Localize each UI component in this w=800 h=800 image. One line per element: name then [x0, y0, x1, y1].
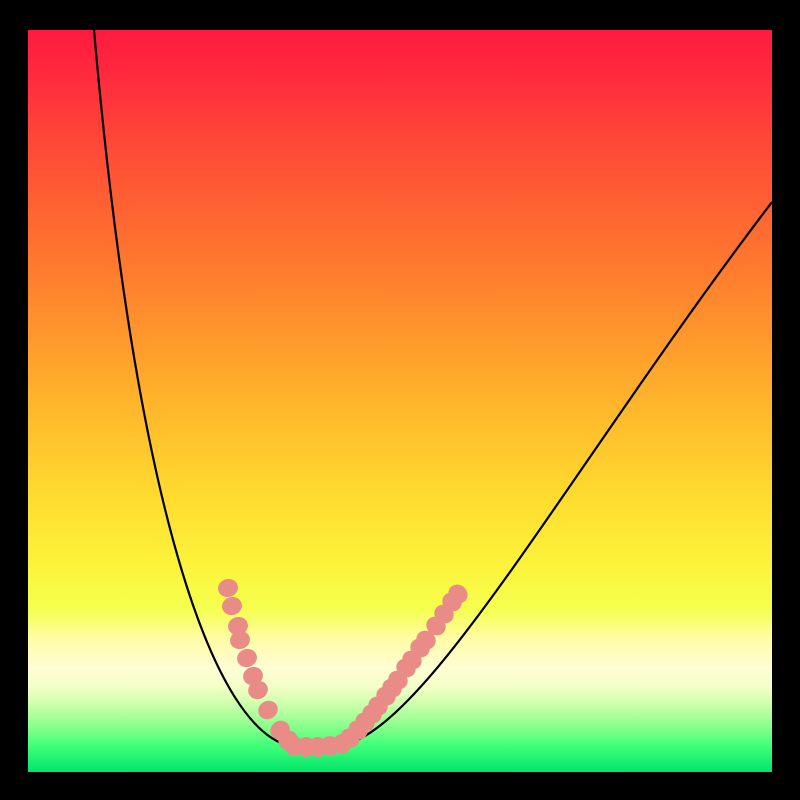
- frame-right: [772, 0, 800, 800]
- frame-top: [0, 0, 800, 30]
- chart-svg: [28, 30, 772, 772]
- frame-bottom: [0, 772, 800, 800]
- plot-area: [28, 30, 772, 772]
- frame-left: [0, 0, 28, 800]
